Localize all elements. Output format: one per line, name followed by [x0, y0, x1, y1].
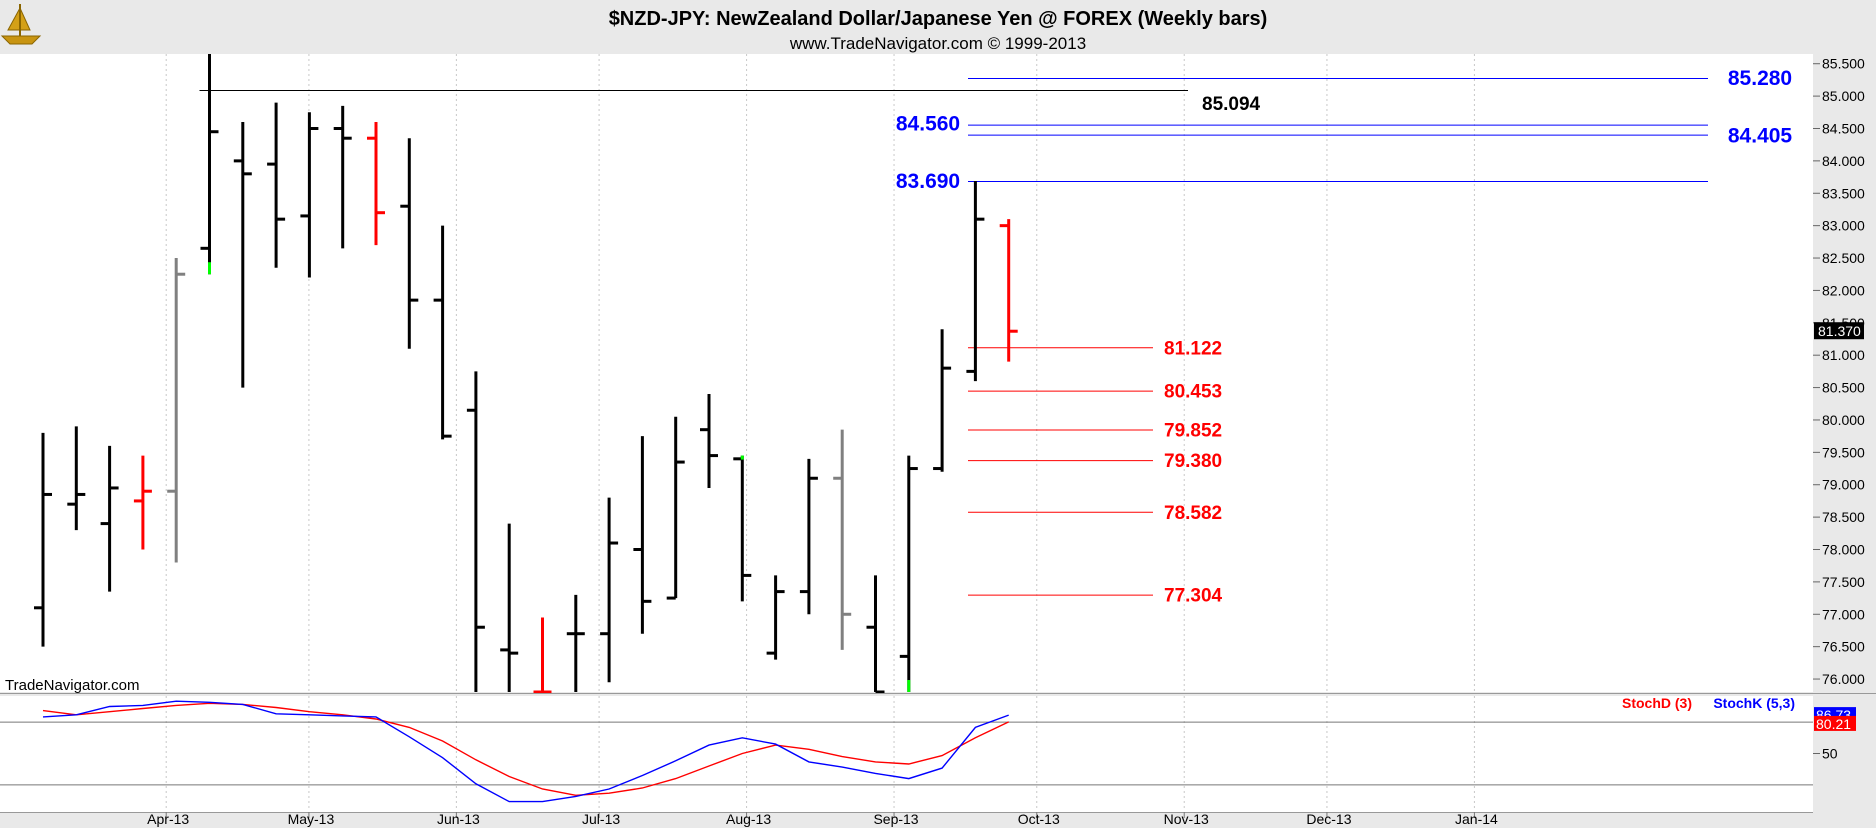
ohlc-bar: [100, 445, 119, 592]
legend-stochk: StochK (5,3): [1713, 695, 1795, 711]
stoch-series-line: [42, 700, 1009, 803]
y-tick-label: 82.000: [1822, 282, 1865, 298]
ohlc-bar: [233, 122, 252, 388]
x-tick-label: Dec-13: [1306, 811, 1351, 827]
y-tick-label: 78.500: [1822, 509, 1865, 525]
price-bars: [34, 54, 1018, 694]
ohlc-bar: [267, 102, 286, 268]
stochd-value-label: 80.21: [1816, 716, 1851, 732]
y-tick-label: 77.000: [1822, 606, 1865, 622]
x-tick-label: Jan-14: [1455, 811, 1498, 827]
ohlc-bar: [999, 219, 1018, 362]
ohlc-bar: [167, 258, 186, 563]
level-label: 80.453: [1164, 382, 1222, 403]
ohlc-bar: [600, 497, 619, 683]
ohlc-bar: [899, 455, 918, 692]
y-tick-label: 79.000: [1822, 477, 1865, 493]
y-tick-label: 80.500: [1822, 380, 1865, 396]
y-tick-label: 76.500: [1822, 639, 1865, 655]
x-tick-label: Nov-13: [1164, 811, 1209, 827]
price-panel: [0, 54, 1813, 692]
x-axis: Apr-13 May-13 Jun-13 Jul-13 Aug-13 Sep-13 Oct-…: [147, 811, 1498, 827]
watermark-text: TradeNavigator.com: [5, 677, 140, 694]
y-tick-label: 78.000: [1822, 542, 1865, 558]
ohlc-bar: [433, 225, 452, 440]
ohlc-bar: [533, 617, 552, 694]
level-label: 79.380: [1164, 451, 1222, 472]
x-tick-label: May-13: [288, 811, 335, 827]
level-label: 85.280: [1728, 67, 1792, 90]
level-label: 77.304: [1164, 586, 1223, 607]
ohlc-bar: [733, 455, 752, 602]
ohlc-bar: [766, 575, 785, 660]
ohlc-bar: [966, 180, 985, 382]
level-label: 79.852: [1164, 421, 1222, 442]
x-tick-label: Apr-13: [147, 811, 189, 827]
y-tick-label: 50: [1822, 746, 1838, 762]
y-tick-label: 83.500: [1822, 185, 1865, 201]
x-tick-label: Jun-13: [437, 811, 480, 827]
y-tick-label: 77.500: [1822, 574, 1865, 590]
ohlc-bar: [466, 371, 485, 692]
ohlc-bar: [866, 575, 885, 694]
stoch-series-line: [42, 702, 1010, 797]
stoch-lines: [42, 700, 1010, 803]
last-price-label: 81.370: [1818, 323, 1861, 339]
y-tick-label: 80.000: [1822, 412, 1865, 428]
ohlc-bar: [799, 458, 818, 615]
ohlc-bar: [200, 54, 219, 275]
x-tick-label: Aug-13: [726, 811, 771, 827]
price-levels: 85.094 85.280 84.560 84.405 83.690 81.122 80.4…: [199, 67, 1793, 607]
ohlc-bar: [933, 329, 952, 472]
x-tick-label: Jul-13: [582, 811, 620, 827]
header-logo: [0, 4, 42, 45]
ohlc-bar: [666, 416, 685, 600]
stoch-panel: [0, 696, 1813, 812]
level-label: 85.094: [1202, 94, 1261, 115]
y-tick-label: 84.500: [1822, 120, 1865, 136]
level-label: 84.405: [1728, 125, 1793, 148]
y-tick-label: 84.000: [1822, 153, 1865, 169]
y-tick-label: 81.000: [1822, 347, 1865, 363]
last-price-box: [1814, 322, 1864, 340]
y-tick-label: 85.500: [1822, 56, 1865, 72]
y-tick-label: 76.000: [1822, 671, 1865, 687]
ohlc-bar: [333, 105, 352, 249]
chart-title: $NZD-JPY: NewZealand Dollar/Japanese Yen…: [609, 8, 1268, 30]
y-tick-label: 85.000: [1822, 88, 1865, 104]
level-label: 83.690: [896, 170, 960, 193]
x-tick-label: Sep-13: [873, 811, 918, 827]
ohlc-bar: [34, 432, 52, 647]
chart-subtitle: www.TradeNavigator.com © 1999-2013: [789, 34, 1086, 53]
ohlc-bar: [633, 436, 652, 634]
level-label: 81.122: [1164, 338, 1222, 359]
ohlc-bar: [700, 394, 718, 488]
y-tick-label: 79.500: [1822, 444, 1865, 460]
stochd-value-box: [1814, 715, 1856, 731]
legend-stochd: StochD (3): [1622, 695, 1692, 711]
price-axis: 85.500 85.000 84.500 84.000 83.500 83.000 82.5…: [1813, 56, 1865, 687]
ohlc-bar: [833, 429, 852, 650]
ohlc-bar: [133, 455, 152, 550]
x-tick-label: Oct-13: [1018, 811, 1060, 827]
y-tick-label: 82.500: [1822, 250, 1865, 266]
ohlc-bar: [566, 594, 585, 692]
ohlc-bar: [300, 112, 319, 278]
level-label: 78.582: [1164, 503, 1222, 524]
ohlc-bar: [367, 122, 385, 246]
y-tick-label: 83.000: [1822, 218, 1865, 234]
ohlc-bar: [500, 523, 519, 692]
level-label: 84.560: [896, 113, 960, 136]
price-grid: [165, 54, 1475, 692]
ohlc-bar: [67, 426, 86, 531]
ohlc-bar: [400, 138, 419, 349]
